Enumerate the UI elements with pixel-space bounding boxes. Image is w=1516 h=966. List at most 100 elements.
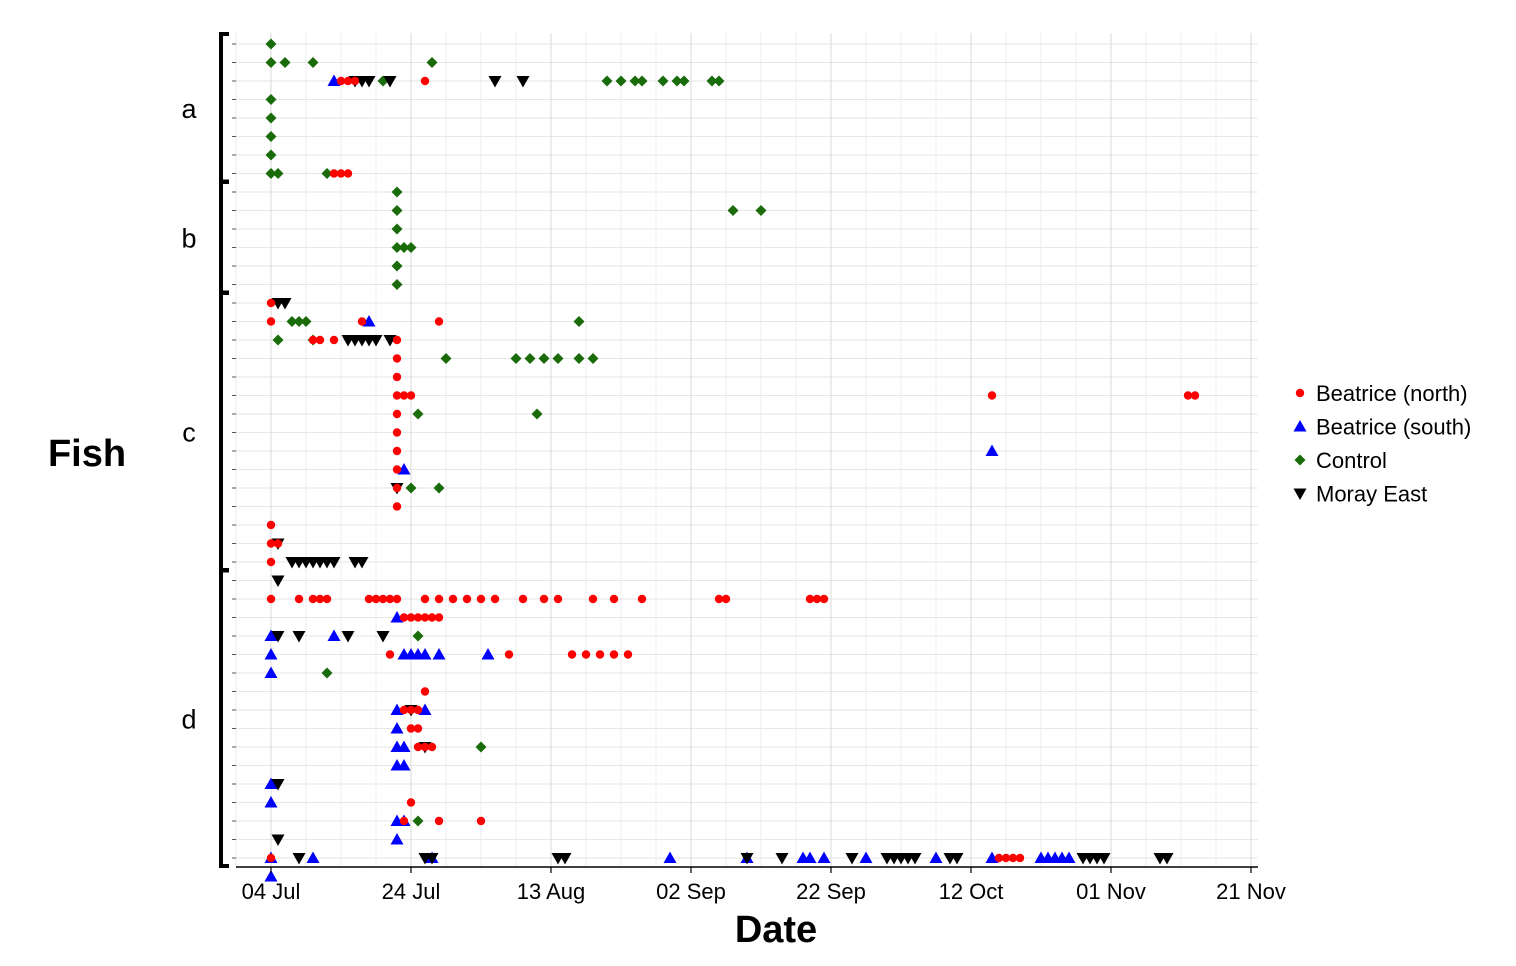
data-point xyxy=(266,594,276,604)
data-point xyxy=(434,317,444,326)
data-point xyxy=(271,779,285,791)
data-point xyxy=(336,76,346,86)
legend-marker xyxy=(1293,420,1307,432)
data-point xyxy=(427,742,437,752)
x-tick-label: 01 Nov xyxy=(1076,879,1146,904)
data-point xyxy=(985,851,999,863)
data-point xyxy=(391,205,403,216)
data-point xyxy=(908,853,922,865)
data-point xyxy=(265,131,277,142)
data-point xyxy=(307,57,319,68)
data-point xyxy=(819,594,829,604)
data-point xyxy=(573,353,585,364)
data-point xyxy=(405,482,417,494)
data-point xyxy=(265,94,277,105)
data-point xyxy=(362,315,376,327)
data-point xyxy=(817,851,831,863)
data-point xyxy=(341,631,355,643)
data-point xyxy=(524,353,536,364)
legend-marker xyxy=(1295,388,1305,398)
data-point xyxy=(378,594,388,604)
data-point xyxy=(1062,851,1076,863)
data-point xyxy=(308,335,318,345)
x-tick-label: 02 Sep xyxy=(656,879,726,904)
data-point xyxy=(405,242,417,253)
data-point xyxy=(279,57,291,68)
data-point xyxy=(504,650,514,659)
data-point xyxy=(265,168,277,179)
data-point xyxy=(371,594,381,604)
data-point xyxy=(413,613,423,622)
data-point xyxy=(392,409,402,419)
data-point xyxy=(264,870,278,882)
data-point xyxy=(391,279,403,290)
data-point xyxy=(265,38,277,50)
data-point xyxy=(440,353,452,364)
data-point xyxy=(567,650,577,659)
data-point xyxy=(392,502,402,511)
data-point xyxy=(636,75,648,87)
data-point xyxy=(329,169,339,178)
data-point xyxy=(327,629,341,641)
data-point xyxy=(488,76,502,88)
data-point xyxy=(392,594,402,604)
data-point xyxy=(490,594,500,604)
data-point xyxy=(476,594,486,604)
data-point xyxy=(539,594,549,604)
legend-label: Beatrice (south) xyxy=(1316,415,1471,440)
data-point xyxy=(420,76,430,86)
data-point xyxy=(390,611,404,623)
data-point xyxy=(595,650,605,659)
group-label: c xyxy=(182,418,196,448)
data-point xyxy=(601,75,613,87)
data-point xyxy=(413,742,423,752)
data-point xyxy=(322,594,332,604)
data-point xyxy=(315,594,325,604)
data-point xyxy=(385,594,395,604)
data-points xyxy=(264,38,1200,882)
data-point xyxy=(1183,391,1193,400)
data-point xyxy=(448,594,458,604)
data-point xyxy=(1190,391,1200,400)
data-point xyxy=(376,631,390,643)
data-point xyxy=(264,777,278,789)
data-point xyxy=(740,853,754,865)
data-point xyxy=(265,112,277,124)
x-tick-label: 21 Nov xyxy=(1216,879,1286,904)
data-point xyxy=(1008,853,1018,863)
data-point xyxy=(671,75,683,87)
data-point xyxy=(412,408,424,420)
data-point xyxy=(531,408,543,420)
data-point xyxy=(413,724,423,733)
data-point xyxy=(406,798,416,807)
data-point xyxy=(678,75,690,87)
x-axis-ticks xyxy=(270,867,1252,873)
data-point xyxy=(392,372,402,382)
data-point xyxy=(266,557,276,567)
data-point xyxy=(475,741,487,753)
data-point xyxy=(271,631,285,643)
data-point xyxy=(321,168,333,179)
data-point xyxy=(399,613,409,622)
data-point xyxy=(426,57,438,68)
data-point xyxy=(755,205,767,216)
data-point xyxy=(292,631,306,643)
data-point xyxy=(713,75,725,87)
data-point xyxy=(420,613,430,622)
data-point xyxy=(406,705,416,715)
legend-label: Moray East xyxy=(1316,482,1427,507)
data-point xyxy=(629,75,641,87)
data-point xyxy=(510,353,522,364)
data-point xyxy=(364,594,374,604)
group-bracket xyxy=(219,180,229,295)
data-point xyxy=(392,483,402,493)
data-point xyxy=(294,594,304,604)
data-point xyxy=(392,391,402,400)
data-point xyxy=(271,575,285,587)
data-point xyxy=(425,853,439,865)
data-point xyxy=(714,594,724,604)
x-tick-label: 04 Jul xyxy=(242,879,301,904)
data-point xyxy=(929,851,943,863)
data-point xyxy=(383,76,397,88)
data-point xyxy=(657,75,669,87)
